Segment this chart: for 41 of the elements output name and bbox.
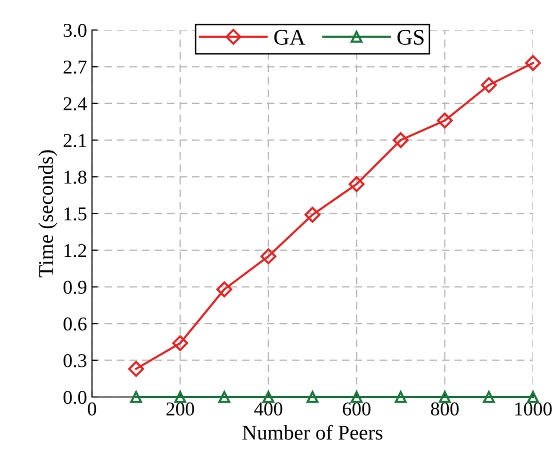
point: [218, 391, 230, 403]
point: [216, 281, 232, 298]
x-axis-title: Number of Peers: [242, 424, 382, 440]
point: [174, 391, 186, 403]
point: [394, 391, 407, 403]
x-tick-label: 200: [166, 402, 194, 416]
x-tick-label: 0: [88, 402, 96, 416]
point: [525, 55, 541, 71]
y-tick-label: 2.1: [64, 134, 86, 148]
y-tick-label: 2.7: [64, 60, 87, 74]
y-tick-label: 0.9: [64, 280, 86, 294]
y-tick-label: 3.0: [64, 24, 86, 38]
y-axis-title: Time (seconds): [38, 150, 58, 278]
point: [482, 391, 495, 403]
y-tick-label: 1.5: [64, 207, 86, 221]
point: [392, 132, 409, 148]
point: [438, 391, 451, 403]
x-tick-label: 400: [254, 402, 282, 416]
point: [130, 391, 142, 403]
y-tick-label: 0.3: [64, 354, 86, 368]
y-tick-label: 2.4: [64, 97, 87, 110]
point: [350, 391, 363, 403]
legend-label: GA: [274, 30, 306, 45]
legend-label: GS: [397, 30, 424, 45]
y-tick-label: 0.6: [64, 317, 87, 331]
x-tick-label: 800: [430, 402, 459, 416]
point: [348, 176, 365, 192]
x-tick-label: 600: [342, 402, 370, 416]
y-tick-label: 1.8: [64, 170, 86, 184]
point: [480, 77, 497, 93]
x-tick-label: 1000: [515, 402, 552, 416]
point: [306, 391, 318, 403]
point: [304, 206, 320, 223]
point: [527, 391, 539, 403]
point: [128, 360, 144, 377]
point: [262, 391, 274, 403]
point: [260, 248, 276, 264]
y-tick-label: 1.2: [64, 244, 86, 258]
point: [436, 112, 453, 128]
point: [172, 335, 188, 352]
y-tick-label: 0.0: [64, 390, 86, 404]
